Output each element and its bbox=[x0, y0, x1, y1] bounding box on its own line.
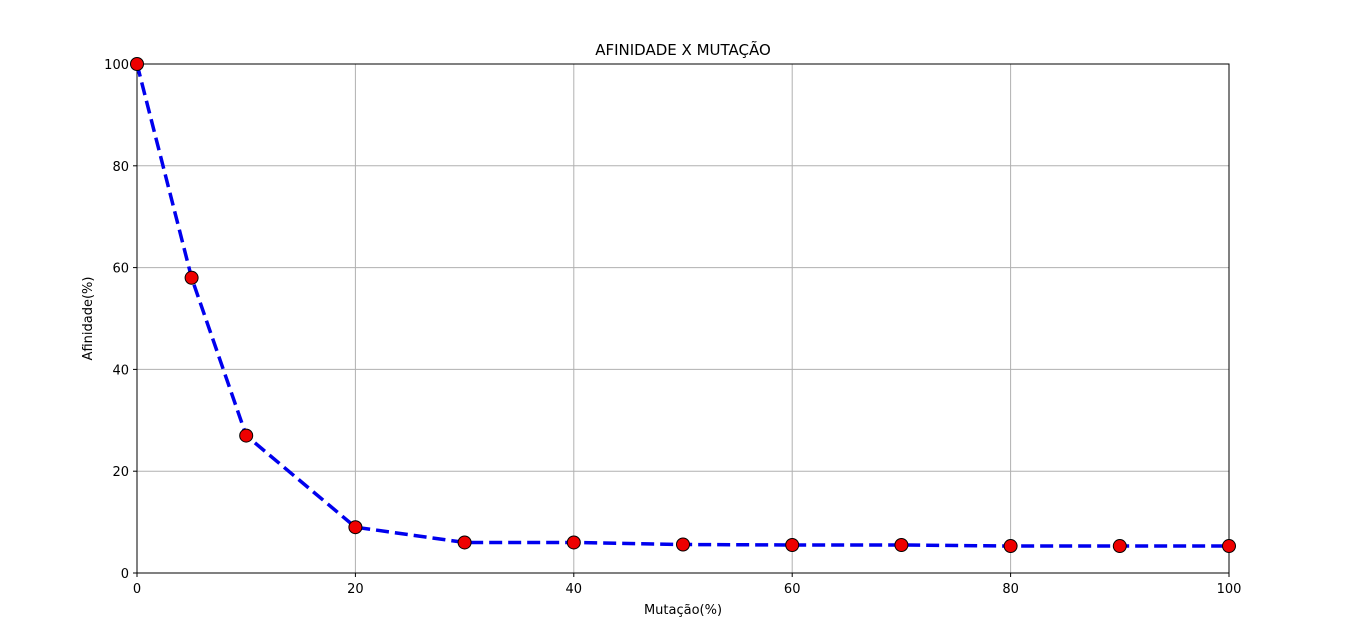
y-tick-label: 40 bbox=[112, 363, 129, 378]
y-tick-label: 80 bbox=[112, 160, 129, 175]
data-point bbox=[1112, 539, 1127, 554]
data-point bbox=[566, 535, 581, 550]
x-tick-label: 60 bbox=[784, 582, 801, 597]
data-point bbox=[130, 57, 144, 71]
x-tick-label: 100 bbox=[1217, 582, 1242, 597]
data-point bbox=[239, 428, 254, 443]
y-tick-label: 60 bbox=[112, 262, 129, 277]
data-point bbox=[1222, 539, 1236, 554]
y-tick-label: 20 bbox=[112, 465, 129, 480]
data-point bbox=[894, 538, 909, 553]
y-tick-label: 0 bbox=[121, 567, 129, 582]
data-point bbox=[348, 520, 363, 535]
x-axis-label: Mutação(%) bbox=[644, 603, 722, 618]
series-layer bbox=[130, 57, 1236, 554]
data-point bbox=[676, 537, 690, 552]
data-point bbox=[184, 270, 199, 285]
axis-ticks: 0 20 40 60 80 100 0 20 40 60 80 100 bbox=[104, 58, 1241, 597]
data-point bbox=[1003, 539, 1018, 554]
data-point bbox=[457, 535, 472, 550]
y-axis-label: Afinidade(%) bbox=[81, 277, 96, 361]
x-tick-label: 80 bbox=[1002, 582, 1019, 597]
chart-title: AFINIDADE X MUTAÇÃO bbox=[595, 40, 771, 59]
x-tick-label: 0 bbox=[133, 582, 141, 597]
plot-frame bbox=[136, 63, 1230, 574]
series-line bbox=[135, 63, 1229, 548]
y-tick-label: 100 bbox=[104, 58, 129, 73]
data-point bbox=[785, 538, 800, 553]
x-tick-label: 20 bbox=[347, 582, 364, 597]
x-tick-label: 40 bbox=[566, 582, 583, 597]
plot-area bbox=[137, 64, 1229, 573]
